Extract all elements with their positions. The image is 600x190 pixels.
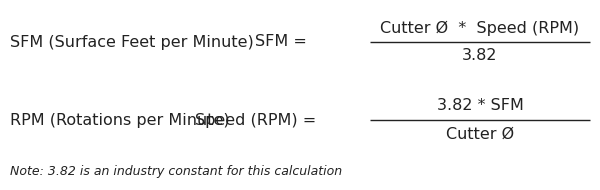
- Text: Cutter Ø: Cutter Ø: [446, 127, 514, 142]
- Text: RPM (Rotations per Minute): RPM (Rotations per Minute): [10, 112, 230, 127]
- Text: Cutter Ø  *  Speed (RPM): Cutter Ø * Speed (RPM): [380, 20, 580, 36]
- Text: SFM (Surface Feet per Minute): SFM (Surface Feet per Minute): [10, 35, 254, 50]
- Text: 3.82: 3.82: [462, 48, 498, 63]
- Text: SFM =: SFM =: [255, 35, 307, 50]
- Text: Note: 3.82 is an industry constant for this calculation: Note: 3.82 is an industry constant for t…: [10, 165, 342, 178]
- Text: Speed (RPM) =: Speed (RPM) =: [195, 112, 316, 127]
- Text: 3.82 * SFM: 3.82 * SFM: [437, 98, 523, 113]
